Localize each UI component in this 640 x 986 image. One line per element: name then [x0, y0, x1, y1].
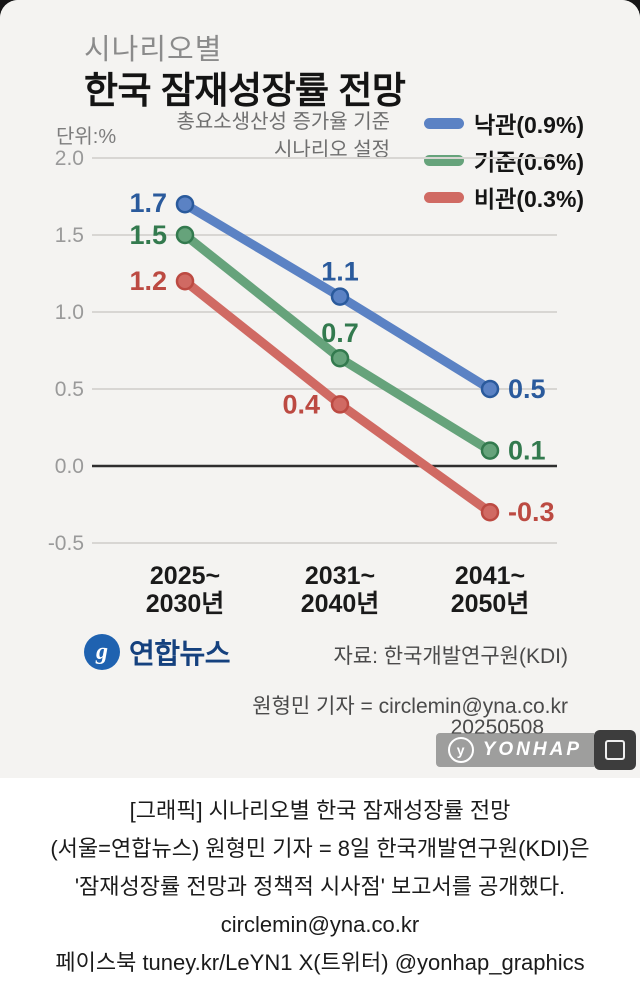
yonhap-logo-text: 연합뉴스 [129, 638, 231, 669]
svg-text:0.5: 0.5 [508, 374, 546, 404]
infographic: 시나리오별 한국 잠재성장률 전망 단위:% 총요소생산성 증가율 기준 시나리… [0, 0, 640, 778]
legend-line-swatch-red [424, 191, 464, 203]
legend-note: 총요소생산성 증가율 기준 시나리오 설정 [150, 108, 390, 164]
legend-item-optimistic: 낙관(0.9%) [424, 110, 584, 138]
watermark-text: YONHAP [482, 739, 582, 760]
legend-item-baseline: 기준(0.6%) [424, 147, 584, 175]
svg-text:-0.5: -0.5 [48, 532, 84, 555]
reporter-credit: 원형민 기자 = circlemin@yna.co.kr [252, 695, 568, 718]
svg-text:1.5: 1.5 [129, 220, 167, 250]
yonhap-logo-icon: g [84, 634, 120, 670]
svg-text:2031~2040년: 2031~ 2040년 [301, 562, 380, 618]
caption-line: (서울=연합뉴스) 원형민 기자 = 8일 한국개발연구원(KDI)은 [50, 836, 590, 861]
legend-item-pessimistic: 비관(0.3%) [424, 184, 584, 212]
svg-text:1.7: 1.7 [129, 188, 167, 218]
watermark-y-icon: y [447, 737, 474, 763]
svg-text:0.0: 0.0 [55, 455, 84, 478]
watermark-bar: y YONHAP [435, 733, 594, 767]
caption-line: [그래픽] 시나리오별 한국 잠재성장률 전망 [129, 798, 511, 823]
caption-line: '잠재성장률 전망과 정책적 시사점' 보고서를 공개했다. [74, 874, 566, 899]
source-credit: 자료: 한국개발연구원(KDI) [333, 645, 568, 668]
svg-text:0.7: 0.7 [321, 318, 359, 348]
legend-label: 비관(0.3%) [474, 186, 585, 212]
svg-text:1.0: 1.0 [55, 301, 84, 324]
graphic-title: 한국 잠재성장률 전망 [84, 70, 406, 111]
legend-note-line2: 시나리오 설정 [274, 139, 390, 161]
graphic-subtitle: 시나리오별 [84, 34, 223, 66]
svg-text:2041~2050년: 2041~ 2050년 [451, 562, 530, 618]
legend-label: 기준(0.6%) [474, 149, 585, 175]
legend-label: 낙관(0.9%) [474, 112, 585, 138]
yonhap-watermark: y YONHAP [435, 730, 636, 770]
legend-line-swatch-green [424, 154, 464, 166]
yonhap-logo: g 연합뉴스 [84, 632, 231, 672]
chart-legend: 낙관(0.9%) 기준(0.6%) 비관(0.3%) [424, 110, 584, 212]
svg-text:0.4: 0.4 [282, 389, 320, 419]
svg-text:2.0: 2.0 [55, 147, 84, 170]
svg-text:0.5: 0.5 [55, 378, 84, 401]
legend-note-line1: 총요소생산성 증가율 기준 [176, 111, 390, 133]
svg-text:2025~2030년: 2025~ 2030년 [146, 562, 225, 618]
svg-text:1.2: 1.2 [129, 266, 167, 296]
watermark-badge-icon [605, 740, 625, 760]
line-chart: 2.0 1.5 1.0 0.5 0.0 -0.5 2025~ 2030년 2031~ 2040년 2… [48, 147, 557, 618]
caption-line: circlemin@yna.co.kr [220, 912, 420, 937]
caption: [그래픽] 시나리오별 한국 잠재성장률 전망 (서울=연합뉴스) 원형민 기자… [0, 792, 640, 982]
svg-text:1.1: 1.1 [321, 257, 359, 287]
svg-text:-0.3: -0.3 [508, 497, 555, 527]
watermark-badge [594, 730, 636, 770]
legend-line-swatch-blue [424, 117, 464, 129]
caption-line: 페이스북 tuney.kr/LeYN1 X(트위터) @yonhap_graph… [55, 950, 585, 975]
svg-text:1.5: 1.5 [55, 224, 84, 247]
unit-label: 단위:% [56, 126, 117, 148]
svg-text:0.1: 0.1 [508, 436, 546, 466]
